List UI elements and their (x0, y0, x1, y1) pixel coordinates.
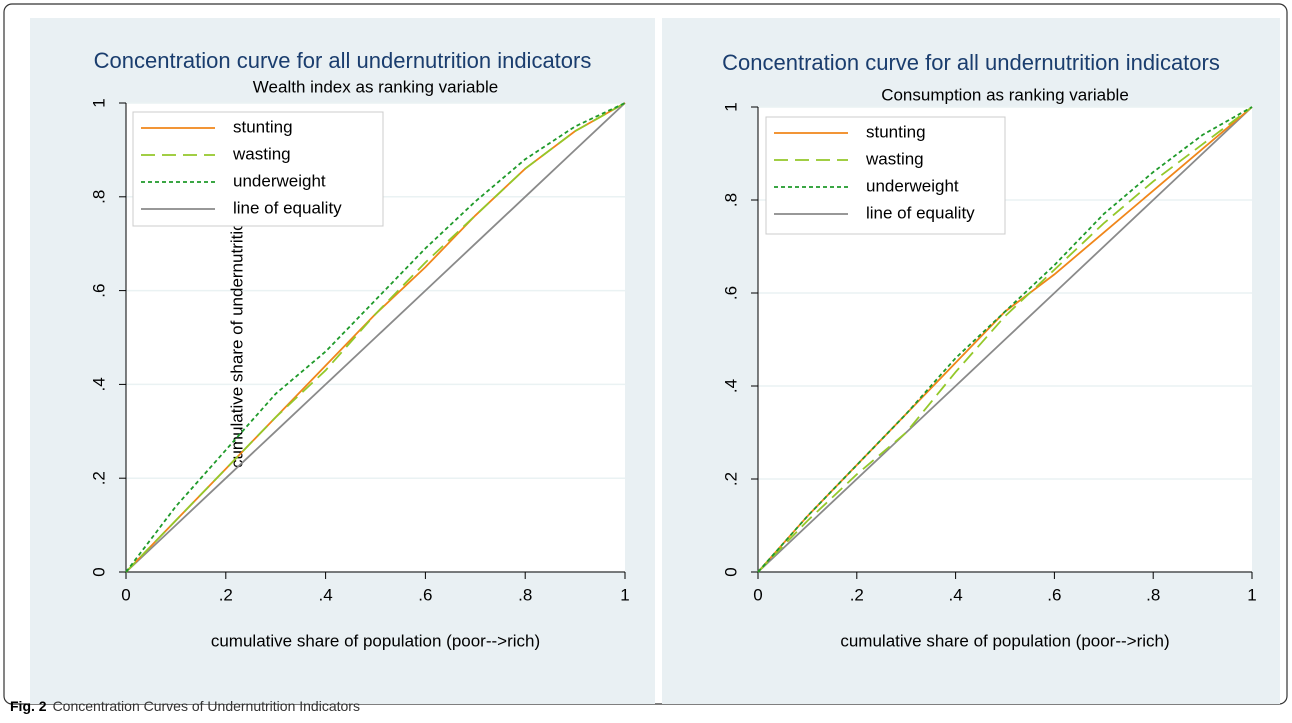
y-axis-label: cumulative share of undernutrition (227, 212, 246, 468)
data-line (757, 106, 1253, 573)
legend-label: stunting (866, 122, 926, 141)
data-line (125, 102, 626, 573)
legend-label: line of equality (866, 203, 975, 222)
data-line (757, 106, 1253, 573)
data-line (125, 102, 626, 573)
data-line (757, 106, 1253, 573)
x-tick-label: .6 (418, 585, 432, 604)
x-tick-label: .4 (319, 585, 333, 604)
x-tick-label: 0 (121, 585, 130, 604)
y-tick-label: .8 (721, 193, 740, 207)
y-tick-label: .6 (89, 284, 108, 298)
x-tick-label: 0 (753, 585, 762, 604)
x-axis-label: cumulative share of population (poor-->r… (211, 631, 540, 650)
legend-label: wasting (232, 144, 291, 163)
chart-subtitle: Wealth index as ranking variable (253, 77, 498, 96)
y-tick-label: .4 (89, 377, 108, 391)
x-tick-label: .2 (219, 585, 233, 604)
legend-label: line of equality (233, 198, 342, 217)
x-axis-label: cumulative share of population (poor-->r… (840, 631, 1169, 650)
chart-title: Concentration curve for all undernutriti… (722, 50, 1220, 75)
legend-label: underweight (866, 176, 959, 195)
y-tick-label: .2 (89, 471, 108, 485)
x-tick-label: .2 (850, 585, 864, 604)
caption-text: Concentration Curves of Undernutrition I… (53, 698, 360, 714)
legend-label: wasting (865, 149, 924, 168)
y-tick-label: .2 (721, 472, 740, 486)
chart-title: Concentration curve for all undernutriti… (94, 48, 592, 73)
x-tick-label: .8 (518, 585, 532, 604)
x-tick-label: .8 (1146, 585, 1160, 604)
caption-label: Fig. 2 (10, 698, 47, 714)
x-tick-label: 1 (1247, 585, 1256, 604)
y-tick-label: .6 (721, 286, 740, 300)
legend-label: underweight (233, 171, 326, 190)
caption: Fig. 2 Concentration Curves of Undernutri… (10, 698, 360, 714)
data-line (125, 102, 626, 573)
legend-box (132, 111, 384, 227)
y-tick-label: 0 (89, 567, 108, 576)
y-tick-label: 0 (721, 567, 740, 576)
y-tick-label: 1 (89, 98, 108, 107)
legend-label: stunting (233, 117, 293, 136)
chart-subtitle: Consumption as ranking variable (881, 85, 1129, 104)
x-tick-label: 1 (620, 585, 629, 604)
y-tick-label: .4 (721, 379, 740, 393)
x-tick-label: .6 (1047, 585, 1061, 604)
y-tick-label: .8 (89, 190, 108, 204)
y-tick-label: 1 (721, 102, 740, 111)
x-tick-label: .4 (949, 585, 963, 604)
